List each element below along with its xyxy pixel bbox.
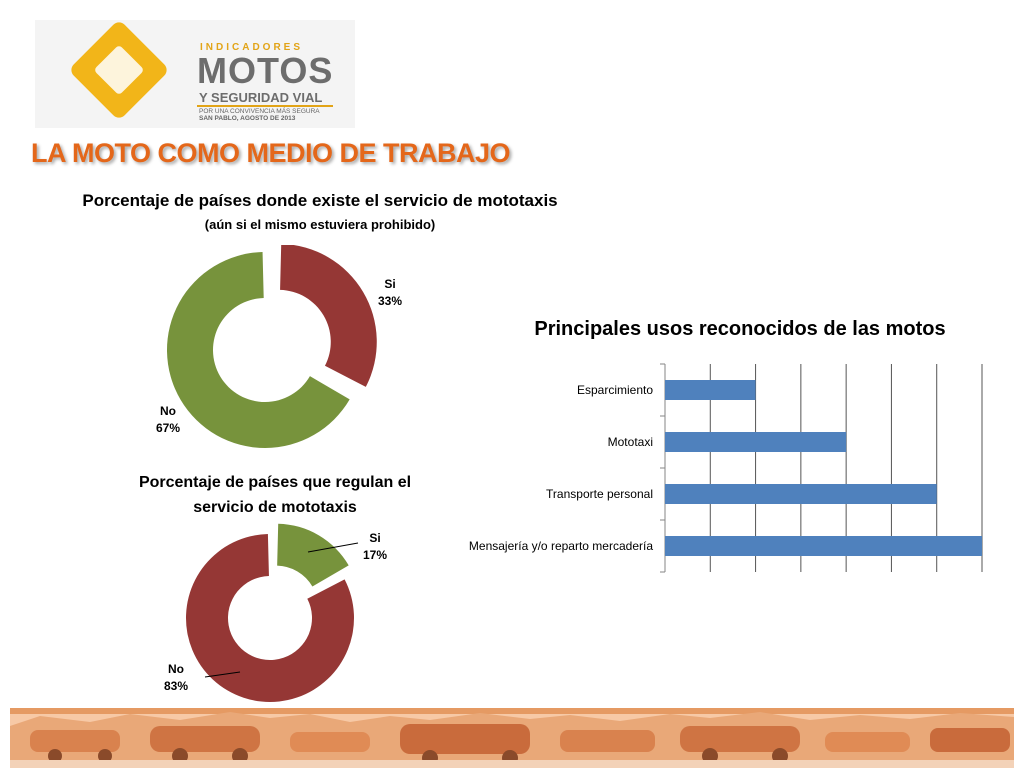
chart2-title: Porcentaje de países que regulan el serv… [138, 474, 412, 516]
chart1-slice-si [280, 245, 377, 387]
chart2-slice-no [186, 534, 354, 702]
chart3-category-label: Mensajería y/o reparto mercadería [469, 539, 653, 553]
chart1-label-si: Si 33% [370, 276, 410, 310]
chart2-label-no-name: No [168, 662, 184, 676]
chart3-bar [665, 536, 982, 556]
chart3-bar-chart: Esparcimiento Mototaxi Transporte personal… [469, 363, 983, 573]
chart2-label-no: No 83% [156, 661, 196, 695]
logo-line-3: Y SEGURIDAD VIAL [199, 90, 323, 105]
chart2-slice-si [277, 523, 349, 587]
chart1-label-no-value: 67% [155, 421, 181, 435]
chart3-category-label: Esparcimiento [577, 383, 653, 397]
chart3-title: Principales usos reconocidos de las moto… [534, 318, 946, 340]
chart1-slice-no [166, 252, 350, 448]
chart3-bar [665, 484, 937, 504]
chart3-category-label: Transporte personal [546, 487, 653, 501]
chart1-subtitle: (aún si el mismo estuviera prohibido) [204, 217, 436, 232]
chart3-category-label: Mototaxi [608, 435, 653, 449]
logo: INDICADORES MOTOS Y SEGURIDAD VIAL POR U… [35, 19, 355, 128]
page-title: LA MOTO COMO MEDIO DE TRABAJO [31, 138, 511, 168]
chart3-bar [665, 432, 847, 452]
chart2-label-si: Si 17% [355, 530, 395, 564]
logo-line-1: INDICADORES [200, 42, 304, 53]
logo-line-4: POR UNA CONVIVENCIA MÁS SEGURA [199, 108, 320, 115]
chart1-label-no: No 67% [148, 403, 188, 437]
chart2-label-no-value: 83% [163, 679, 189, 693]
chart2-label-si-value: 17% [362, 548, 388, 562]
chart1-donut [166, 245, 377, 448]
chart1-label-si-value: 33% [377, 294, 403, 308]
logo-line-2: MOTOS [197, 50, 334, 91]
chart2-label-si-name: Si [369, 531, 381, 545]
chart1-label-si-name: Si [384, 277, 396, 291]
chart1-label-no-name: No [160, 404, 176, 418]
chart1-title: Porcentaje de países donde existe el ser… [82, 191, 558, 210]
footer-traffic-image [10, 708, 1014, 768]
logo-line-5: SAN PABLO, AGOSTO DE 2013 [199, 115, 296, 122]
logo-divider [197, 105, 333, 107]
chart2-donut [186, 523, 354, 702]
chart3-bar [665, 380, 756, 400]
